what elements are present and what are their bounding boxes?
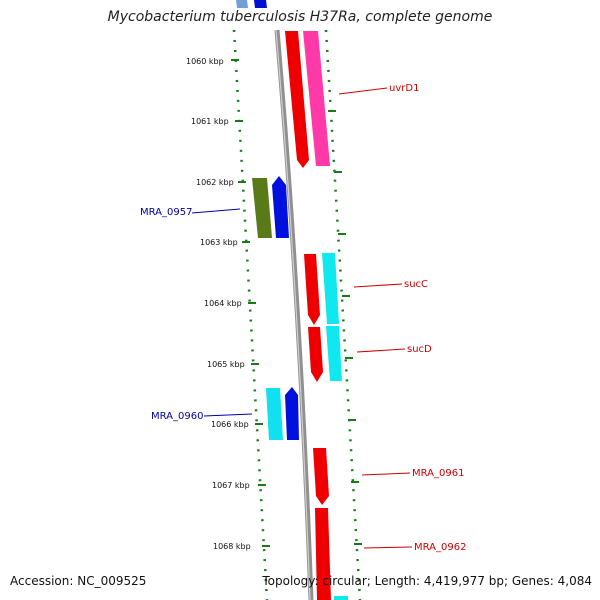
gene-top-blue[interactable] — [254, 0, 267, 8]
tick-marks — [231, 59, 362, 547]
leader-sucD — [356, 348, 406, 353]
leader-MRA_0961 — [361, 472, 411, 476]
tick-label: 1062 kbp — [196, 178, 234, 187]
gene-top-lightblue[interactable] — [236, 0, 248, 8]
genome-stats-text: Topology: circular; Length: 4,419,977 bp… — [262, 574, 592, 588]
tick-label: 1066 kbp — [211, 420, 249, 429]
gene-sucD-red[interactable] — [308, 327, 323, 382]
gene-MRA_0960-blue[interactable] — [285, 387, 299, 440]
gene-label-MRA_0961[interactable]: MRA_0961 — [412, 468, 464, 479]
tick-label: 1068 kbp — [213, 542, 251, 551]
backbone-highlight — [275, 29, 311, 600]
map-title: Mycobacterium tuberculosis H37Ra, comple… — [107, 9, 493, 25]
gene-MRA_0960-cyan[interactable] — [266, 388, 283, 440]
tick-label: 1063 kbp — [200, 238, 238, 247]
inner-dotted-ring — [232, 29, 269, 600]
gene-MRA_0962-red[interactable] — [315, 508, 331, 600]
gene-label-sucC[interactable]: sucC — [404, 279, 428, 290]
tick-labels: 1060 kbp 1061 kbp 1062 kbp 1063 kbp 1064… — [186, 57, 251, 551]
leader-uvrD1 — [338, 87, 388, 95]
label-leader-lines — [191, 87, 413, 549]
gene-MRA_0957-blue[interactable] — [272, 176, 289, 238]
gene-bottom-cyan[interactable] — [334, 596, 348, 600]
gene-sucD-cyan[interactable] — [326, 326, 342, 381]
gene-label-MRA_0960[interactable]: MRA_0960 — [151, 411, 203, 422]
gene-sucC-cyan[interactable] — [322, 253, 339, 324]
gene-sucC-red[interactable] — [304, 254, 320, 325]
gene-label-uvrD1[interactable]: uvrD1 — [389, 83, 419, 94]
tick-label: 1060 kbp — [186, 57, 224, 66]
gene-MRA_0961-red[interactable] — [313, 448, 329, 505]
tick-label: 1065 kbp — [207, 360, 245, 369]
leader-sucC — [353, 283, 403, 288]
genome-backbone — [274, 29, 314, 600]
gene-uvrD1-pink[interactable] — [303, 31, 330, 166]
leader-MRA_0962 — [363, 546, 413, 549]
leader-MRA_0957 — [191, 208, 241, 214]
gene-label-sucD[interactable]: sucD — [407, 344, 432, 355]
accession-text: Accession: NC_009525 — [10, 574, 147, 588]
leader-MRA_0960 — [203, 413, 253, 417]
gene-labels: uvrD1 MRA_0957 sucC sucD MRA_0960 MRA_09… — [140, 83, 466, 553]
tick-label: 1061 kbp — [191, 117, 229, 126]
gene-MRA_0957-olive[interactable] — [252, 178, 272, 238]
tick-label: 1067 kbp — [212, 481, 250, 490]
gene-label-MRA_0957[interactable]: MRA_0957 — [140, 207, 192, 218]
gene-uvrD1-red[interactable] — [285, 31, 309, 168]
tick-label: 1064 kbp — [204, 299, 242, 308]
gene-label-MRA_0962[interactable]: MRA_0962 — [414, 542, 466, 553]
